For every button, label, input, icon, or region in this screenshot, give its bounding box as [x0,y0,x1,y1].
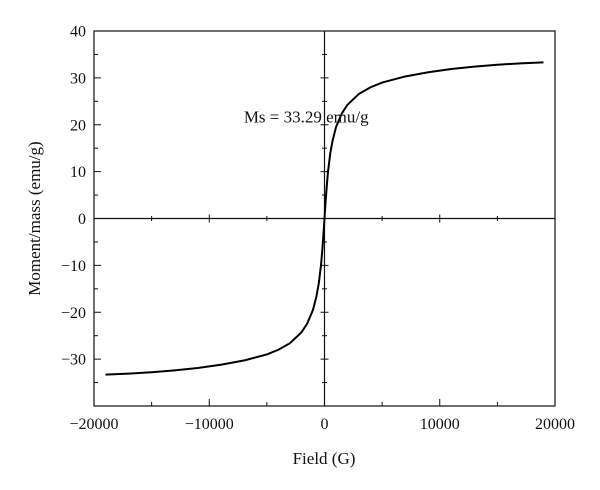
y-tick-label: 10 [70,164,86,181]
y-tick-label: −20 [61,305,86,322]
x-tick-label: −20000 [69,416,118,433]
y-tick-label: 30 [70,70,86,87]
x-tick-label: 20000 [535,416,575,433]
y-tick-label: 20 [70,117,86,134]
tick-marks [93,30,556,407]
x-tick-label: 0 [321,416,329,433]
y-tick-label: 40 [70,24,86,41]
y-axis-title: Moment/mass (emu/g) [25,141,44,295]
x-tick-labels: −20000 −10000 0 10000 20000 [69,416,575,433]
y-tick-label: −30 [61,352,86,369]
x-axis-title: Field (G) [293,449,356,468]
series-line [105,61,544,376]
x-tick-label: −10000 [185,416,234,433]
y-tick-labels: −30 −20 −10 0 10 20 30 40 [61,24,86,369]
y-tick-label: 0 [78,211,86,228]
saturation-annotation: Ms = 33.29 emu/g [244,107,369,126]
x-tick-label: 10000 [420,416,460,433]
y-tick-label: −10 [61,258,86,275]
